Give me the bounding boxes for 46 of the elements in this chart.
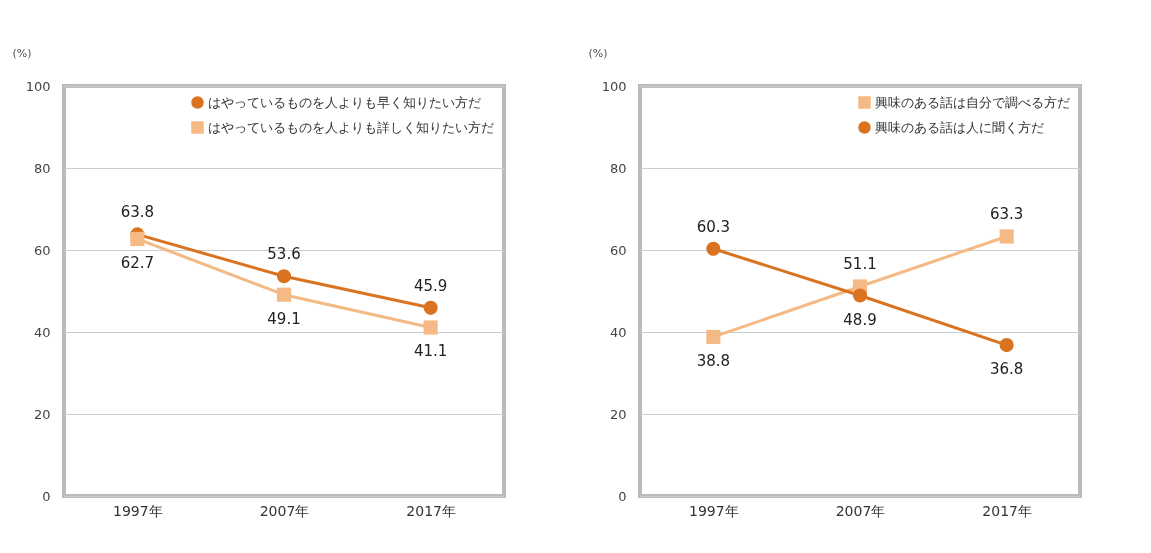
data-label: 62.7 xyxy=(120,253,155,272)
x-tick-label: 1997年 xyxy=(689,502,739,519)
y-tick-label: 60 xyxy=(609,242,627,258)
point xyxy=(999,229,1014,244)
y-tick-label: 20 xyxy=(609,406,627,422)
y-tick-label: 0 xyxy=(618,488,627,504)
data-label: 45.9 xyxy=(413,276,448,295)
data-label: 36.8 xyxy=(989,360,1024,379)
point xyxy=(706,329,721,344)
data-label: 51.1 xyxy=(843,255,877,274)
y-axis-title: (%) xyxy=(588,46,608,60)
point xyxy=(706,241,721,256)
x-tick-label: 2017年 xyxy=(406,502,456,519)
point xyxy=(276,269,292,284)
point xyxy=(999,338,1014,353)
y-tick-label: 40 xyxy=(609,324,627,340)
y-tick-label: 60 xyxy=(33,242,51,258)
y-tick-label: 0 xyxy=(42,488,51,504)
legend-label: 興味のある話は自分で調べる方だ xyxy=(875,94,1070,110)
y-tick-label: 100 xyxy=(601,78,627,94)
data-label: 63.3 xyxy=(989,205,1024,224)
point xyxy=(423,320,438,335)
legend-label: はやっているものを人よりも早く知りたい方だ xyxy=(208,94,481,110)
data-label: 41.1 xyxy=(413,342,448,361)
legend-label: はやっているものを人よりも詳しく知りたい方だ xyxy=(208,119,494,135)
data-label: 63.8 xyxy=(120,203,155,222)
y-tick-label: 100 xyxy=(25,78,51,94)
y-tick-label: 20 xyxy=(33,406,51,422)
point xyxy=(276,287,292,302)
x-tick-label: 2007年 xyxy=(259,502,310,519)
x-tick-label: 2017年 xyxy=(982,502,1032,519)
y-tick-label: 80 xyxy=(609,160,627,176)
data-label: 38.8 xyxy=(696,351,731,370)
x-tick-label: 2007年 xyxy=(835,502,886,519)
point xyxy=(130,231,145,246)
data-label: 48.9 xyxy=(843,310,877,329)
data-label: 49.1 xyxy=(267,309,301,328)
legend-label: 興味のある話は人に聞く方だ xyxy=(875,119,1044,135)
point xyxy=(423,300,438,315)
y-tick-label: 80 xyxy=(33,160,51,176)
y-axis-title: (%) xyxy=(12,46,32,60)
data-label: 60.3 xyxy=(696,217,731,236)
data-label: 53.6 xyxy=(267,245,301,264)
y-tick-label: 40 xyxy=(33,324,51,340)
x-tick-label: 1997年 xyxy=(113,502,163,519)
point xyxy=(852,288,868,303)
